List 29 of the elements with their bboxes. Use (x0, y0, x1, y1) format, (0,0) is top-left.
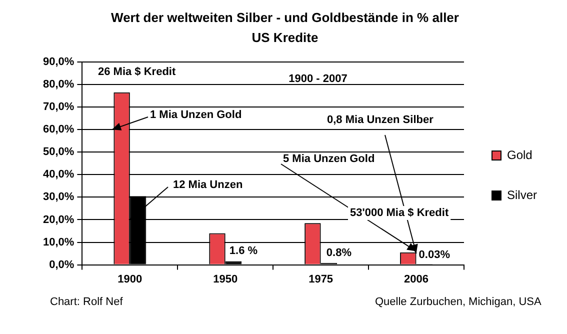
x-tick-label: 2006 (404, 273, 429, 286)
annotation: 5 Mia Unzen Gold (283, 153, 375, 166)
y-tick-label: 70,0% (42, 101, 74, 114)
y-tick-label: 90,0% (42, 56, 74, 68)
annotation: 1 Mia Unzen Gold (150, 109, 242, 122)
legend-label: Gold (506, 148, 532, 162)
y-tick-label: 10,0% (42, 236, 74, 248)
chart-title: Wert der weltweiten Silber - und Goldbestände in % aller US Kredite (110, 9, 460, 47)
y-tick-label: 40,0% (42, 168, 74, 181)
x-tick-label: 1950 (213, 273, 238, 286)
data-label: 1.6 % (229, 245, 258, 258)
legend-label: Silver (506, 188, 538, 202)
data-label: 0.8% (326, 247, 352, 260)
y-tick-label: 30,0% (42, 191, 74, 204)
annotation: 0,8 Mia Unzen Silber (327, 114, 434, 126)
text: Chart: Rolf Nef (50, 296, 124, 308)
annotation: 26 Mia $ Kredit (98, 66, 176, 78)
y-tick-label: 80,0% (42, 78, 74, 91)
y-tick-label: 50,0% (42, 146, 74, 158)
source-note: Quelle Zurbuchen, Michigan, USA (375, 296, 542, 308)
data-label: 0.03% (418, 248, 450, 261)
annotation: 12 Mia Unzen (173, 179, 243, 192)
x-tick-label: 1900 (118, 273, 142, 286)
y-tick-label: 60,0% (42, 124, 74, 136)
annotation: 1900 - 2007 (288, 73, 348, 86)
annotation: 53'000 Mia $ Kredit (350, 207, 449, 220)
x-tick-label: 1975 (308, 273, 334, 286)
y-tick-label: 0,0% (49, 258, 74, 271)
y-tick-label: 20,0% (42, 214, 74, 226)
